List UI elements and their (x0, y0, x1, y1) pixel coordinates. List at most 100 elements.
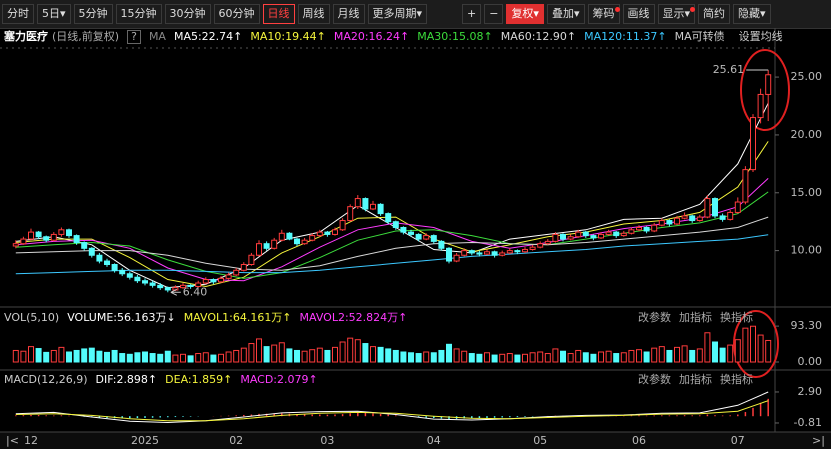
volume-bar (58, 346, 65, 363)
candle-body (58, 229, 65, 235)
period-button[interactable]: 15分钟 (115, 4, 162, 24)
candle-body (696, 216, 703, 222)
candle-body (233, 269, 240, 276)
macd-legend-item: DIF:2.898↑ (95, 373, 158, 386)
volume-bar (514, 354, 521, 363)
volume-bar (66, 351, 72, 363)
period-button[interactable]: 分时 (2, 4, 34, 24)
indicator-button[interactable]: 加指标 (679, 373, 712, 386)
tool-button[interactable]: 显示▾ (657, 4, 696, 24)
tool-group: + − 复权▾ 叠加▾ 筹码 画线 显示▾ 简约 隐藏▾ (462, 4, 771, 24)
candle-body (651, 224, 658, 232)
candle-body (301, 239, 308, 245)
x-tick-label: 03 (320, 434, 334, 447)
candle-body (491, 251, 498, 256)
candle-body (225, 274, 232, 279)
indicator-line (15, 216, 769, 271)
scroll-left[interactable]: |< (6, 434, 19, 447)
tool-button[interactable]: 叠加▾ (546, 4, 585, 24)
candle-body (119, 269, 126, 275)
vol-legend-item: VOLUME:56.163万↓ (67, 311, 176, 324)
period-button[interactable]: 月线 (332, 4, 365, 24)
macd-legend-item: DEA:1.859↑ (165, 373, 233, 386)
macd-buttons: 改参数 加指标 换指标 (638, 372, 753, 388)
candle-body (164, 287, 171, 291)
candle-body (256, 243, 262, 256)
indicator-button[interactable]: 改参数 (638, 373, 671, 386)
period-button[interactable]: 日线 (262, 4, 295, 24)
volume-bar (73, 349, 80, 363)
period-button[interactable]: 5日▾ (37, 4, 71, 24)
volume-bar (218, 353, 224, 363)
indicator-button[interactable]: 换指标 (720, 373, 753, 386)
macd-legend-item: MACD:2.079↑ (240, 373, 318, 386)
volume-bar (354, 339, 361, 363)
volume-bar (575, 349, 582, 363)
indicator-line (15, 191, 769, 279)
volume-bar (187, 355, 194, 363)
indicator-line (15, 400, 769, 422)
tool-button[interactable]: + (462, 4, 482, 24)
ma-legend-item: MA10:19.44↑ (250, 30, 326, 43)
ma-legend-item: MA120:11.37↑ (584, 30, 667, 43)
help-icon[interactable]: ? (127, 30, 141, 44)
tool-button[interactable]: 筹码 (587, 4, 620, 24)
adjust-mode: (日线,前复权) (52, 30, 120, 43)
tool-button[interactable]: 隐藏▾ (733, 4, 771, 24)
volume-bar (506, 353, 513, 363)
candle-body (658, 220, 665, 226)
candle-body (727, 211, 734, 220)
indicator-button[interactable]: 换指标 (720, 311, 753, 324)
candle-body (157, 284, 164, 289)
volume-bar (309, 349, 316, 363)
tool-button[interactable]: 画线 (622, 4, 655, 24)
volume-bar (719, 347, 726, 363)
candle-body (552, 233, 559, 242)
ma-label: MA (148, 30, 166, 43)
y-tick-label: -0.81 (794, 416, 822, 429)
volume-bar (157, 353, 164, 363)
toolbar: 分时 5日▾ 5分钟 15分钟 30分钟 60分钟 日线 周线 月线 更多周期▾ + − 复权▾ 叠加▾… (0, 0, 831, 29)
volume-bar (195, 353, 202, 363)
volume-bar (484, 352, 490, 363)
volume-bar (757, 334, 764, 363)
volume-bar (415, 353, 422, 363)
candle-body (248, 254, 255, 266)
candle-body (180, 284, 186, 289)
ma-settings[interactable]: 设置均线 (738, 30, 783, 43)
volume-bar (377, 346, 384, 363)
vol-legend-item: MAVOL2:52.824万↑ (299, 311, 408, 324)
volume-bar (271, 344, 278, 363)
candle-body (263, 243, 270, 249)
period-button[interactable]: 5分钟 (73, 4, 113, 24)
period-button[interactable]: 更多周期▾ (367, 4, 428, 24)
tool-button[interactable]: − (484, 4, 504, 24)
tool-button[interactable]: 复权▾ (506, 4, 544, 24)
period-button[interactable]: 周线 (297, 4, 330, 24)
ma-legend-item: MA20:16.24↑ (333, 30, 410, 43)
indicator-button[interactable]: 加指标 (679, 311, 712, 324)
volume-bar (734, 339, 741, 363)
volume-bar (134, 352, 141, 363)
candle-body (370, 203, 376, 210)
macd-title: MACD(12,26,9) (4, 373, 88, 386)
indicator-line (15, 141, 769, 288)
candle-body (210, 279, 217, 283)
candle-body (309, 235, 316, 241)
candle-body (400, 226, 407, 233)
candle-body (643, 226, 650, 232)
period-button[interactable]: 60分钟 (213, 4, 260, 24)
high-annotation: 25.61 (713, 63, 745, 76)
y-tick-label: 25.00 (791, 70, 823, 83)
tool-button[interactable]: 简约 (698, 4, 731, 24)
candle-body (734, 201, 741, 213)
candle-body (689, 215, 696, 222)
ma-legend: 塞力医疗 (日线,前复权)? MA MA5:22.74↑ MA10:19.44↑ MA20… (4, 29, 783, 45)
period-button[interactable]: 30分钟 (164, 4, 211, 24)
candle-body (681, 215, 688, 219)
volume-bar (172, 354, 179, 363)
candle-body (522, 248, 528, 253)
indicator-button[interactable]: 改参数 (638, 311, 671, 324)
scroll-right[interactable]: >| (812, 434, 825, 447)
volume-bar (727, 344, 734, 363)
